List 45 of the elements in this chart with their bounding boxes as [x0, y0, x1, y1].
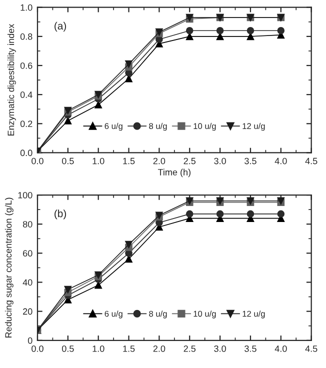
x-tick-label: 0.0 — [32, 158, 44, 164]
y-tick-label: 0.8 — [20, 33, 32, 40]
x-tick-label: 3.5 — [244, 158, 256, 164]
y-tick-label: 0.4 — [20, 92, 32, 98]
x-tick-label: 2.5 — [184, 158, 196, 164]
y-axis-title: Enzymatic digestibility index — [8, 24, 16, 136]
x-tick-label: 1.5 — [123, 346, 135, 352]
x-tick-label: 2.0 — [153, 158, 166, 164]
legend-label: 8 u/g — [149, 122, 167, 131]
y-tick-label: 1.0 — [20, 4, 32, 11]
x-tick-label: 1.0 — [92, 158, 104, 164]
y-tick-label: 80 — [22, 221, 32, 228]
x-tick-label: 4.5 — [305, 346, 318, 352]
legend-label: 12 u/g — [242, 122, 265, 131]
y-tick-label: 60 — [23, 250, 32, 257]
x-axis-title: Time (h) — [158, 168, 190, 178]
x-tick-label: 1.0 — [92, 346, 104, 352]
annotation: (b) — [54, 210, 66, 220]
legend-label: 6 u/g — [104, 122, 122, 131]
x-tick-label: 4.5 — [305, 158, 318, 164]
x-tick-label: 1.5 — [123, 158, 135, 164]
y-tick-label: 0.2 — [20, 120, 32, 128]
y-axis-title: Reducing sugar concentration (g/L) — [4, 198, 14, 338]
x-tick-label: 4.0 — [274, 346, 287, 352]
y-tick-label: 100 — [18, 192, 32, 198]
x-tick-label: 0.5 — [62, 346, 74, 352]
legend-label: 12 u/g — [242, 310, 265, 318]
x-tick-label: 2.0 — [153, 346, 166, 352]
x-tick-label: 3.5 — [244, 346, 256, 352]
annotation: (a) — [54, 22, 66, 32]
x-tick-label: 0.0 — [32, 346, 44, 352]
legend-label: 8 u/g — [149, 310, 167, 318]
x-tick-label: 0.5 — [62, 158, 74, 164]
x-tick-label: 2.5 — [184, 346, 196, 352]
x-tick-label: 3.0 — [214, 158, 226, 164]
legend-label: 6 u/g — [104, 310, 122, 318]
y-tick-label: 40 — [22, 279, 32, 286]
y-tick-label: 0 — [28, 337, 32, 344]
x-tick-label: 4.0 — [274, 158, 287, 164]
x-tick-label: 3.0 — [214, 346, 226, 352]
y-tick-label: 20 — [23, 308, 32, 315]
y-tick-label: 0.6 — [20, 62, 32, 69]
y-tick-label: 0.0 — [20, 150, 32, 156]
legend-label: 10 u/g — [194, 310, 216, 318]
legend-label: 10 u/g — [194, 122, 216, 131]
